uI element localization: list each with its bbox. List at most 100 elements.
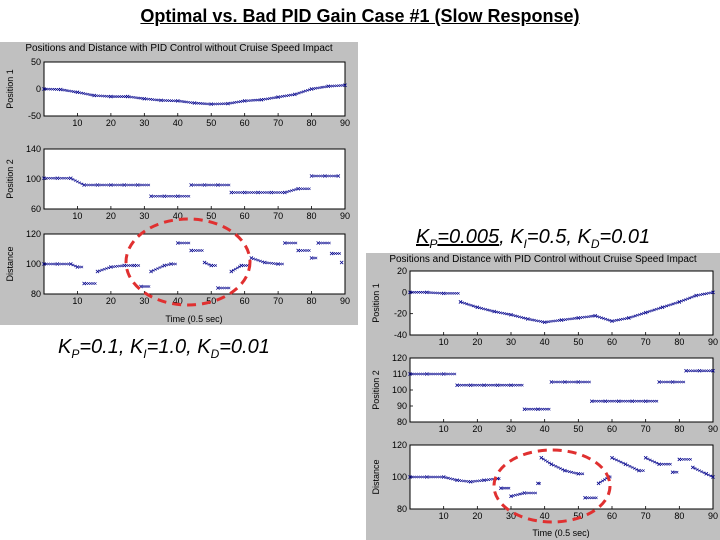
series-marker xyxy=(460,479,464,483)
series-marker xyxy=(451,372,455,376)
series-marker xyxy=(642,311,645,315)
series-marker xyxy=(417,372,420,376)
series-marker xyxy=(473,383,477,387)
series-marker xyxy=(278,191,282,194)
series-marker xyxy=(247,191,251,194)
right-highlight-ellipse xyxy=(492,448,612,524)
series-marker xyxy=(89,183,93,187)
series-marker xyxy=(291,93,295,97)
series-marker xyxy=(257,98,261,102)
series-marker xyxy=(125,183,128,187)
series-marker xyxy=(565,469,569,473)
series-marker xyxy=(254,258,258,261)
series-marker xyxy=(594,399,598,403)
series-marker xyxy=(680,380,683,384)
series-marker xyxy=(464,383,468,387)
series-marker xyxy=(448,291,452,295)
series-marker xyxy=(709,369,713,373)
series-marker xyxy=(412,475,416,479)
series-marker xyxy=(252,191,255,194)
series-marker xyxy=(218,286,222,290)
series-marker xyxy=(49,176,53,180)
x-tick-label: 10 xyxy=(72,211,82,221)
y-tick-label: 80 xyxy=(31,289,41,299)
series-marker xyxy=(513,314,517,318)
series-marker xyxy=(147,183,151,187)
series-marker xyxy=(460,383,464,387)
x-tick-label: 80 xyxy=(674,337,684,347)
series-marker xyxy=(116,183,119,187)
data-point xyxy=(95,269,100,274)
series-marker xyxy=(541,320,544,324)
series-marker xyxy=(484,383,488,387)
data-point xyxy=(475,305,480,310)
series-marker xyxy=(466,383,470,387)
series-marker xyxy=(200,183,204,187)
series-marker xyxy=(583,380,587,384)
series-marker xyxy=(484,478,488,482)
y-tick-label: 0 xyxy=(36,84,41,94)
series-marker xyxy=(292,241,296,245)
series-marker xyxy=(241,99,244,103)
series-marker xyxy=(554,464,558,468)
x-tick-label: 10 xyxy=(439,511,449,521)
series-marker xyxy=(487,383,490,387)
data-point xyxy=(596,481,601,486)
series-marker xyxy=(207,183,211,187)
series-marker xyxy=(524,317,528,320)
series-marker xyxy=(93,183,97,187)
series-marker xyxy=(61,88,65,92)
series-marker xyxy=(84,183,88,187)
series-marker xyxy=(525,491,529,495)
series-marker xyxy=(574,471,578,475)
series-marker xyxy=(265,261,269,265)
series-marker xyxy=(249,191,253,194)
series-marker xyxy=(305,187,309,191)
series-marker xyxy=(505,383,508,387)
series-marker xyxy=(438,372,441,376)
series-marker xyxy=(522,316,526,320)
series-marker xyxy=(320,85,324,89)
series-marker xyxy=(102,267,106,271)
series-marker xyxy=(475,479,479,483)
series-marker xyxy=(691,369,695,373)
data-point xyxy=(623,462,628,467)
y-tick-label: 100 xyxy=(392,385,407,395)
series-marker xyxy=(572,380,576,384)
series-marker xyxy=(448,372,452,376)
data-point xyxy=(610,455,614,460)
series-marker xyxy=(171,262,175,266)
series-marker xyxy=(666,462,670,466)
series-marker xyxy=(680,299,683,303)
series-marker xyxy=(705,292,709,295)
series-marker xyxy=(454,291,458,295)
series-marker xyxy=(429,475,433,479)
series-marker xyxy=(561,380,565,384)
series-marker xyxy=(534,407,538,411)
series-marker xyxy=(702,471,706,475)
series-marker xyxy=(218,183,222,187)
series-marker xyxy=(516,383,520,387)
series-marker xyxy=(532,318,536,322)
series-marker xyxy=(290,241,293,245)
series-marker xyxy=(453,372,457,376)
series-marker xyxy=(305,88,309,92)
series-marker xyxy=(62,262,66,266)
series-marker xyxy=(154,194,157,198)
series-marker xyxy=(677,380,681,384)
series-marker xyxy=(190,101,194,105)
right-subplot-2: 10 20 30 40 50 60 70 80 90 80 90 100 110 120 Position … xyxy=(371,353,718,434)
x-tick-label: 20 xyxy=(472,511,482,521)
series-marker xyxy=(489,477,493,481)
series-marker xyxy=(220,286,224,290)
series-marker xyxy=(224,102,228,106)
series-marker xyxy=(414,372,418,376)
series-marker xyxy=(469,303,473,307)
y-axis-label: Position 2 xyxy=(371,370,381,410)
series-marker xyxy=(272,262,276,265)
series-marker xyxy=(157,98,161,102)
series-marker xyxy=(220,183,224,187)
x-tick-label: 50 xyxy=(206,211,216,221)
series-marker xyxy=(319,241,322,245)
y-tick-label: -40 xyxy=(394,330,407,340)
